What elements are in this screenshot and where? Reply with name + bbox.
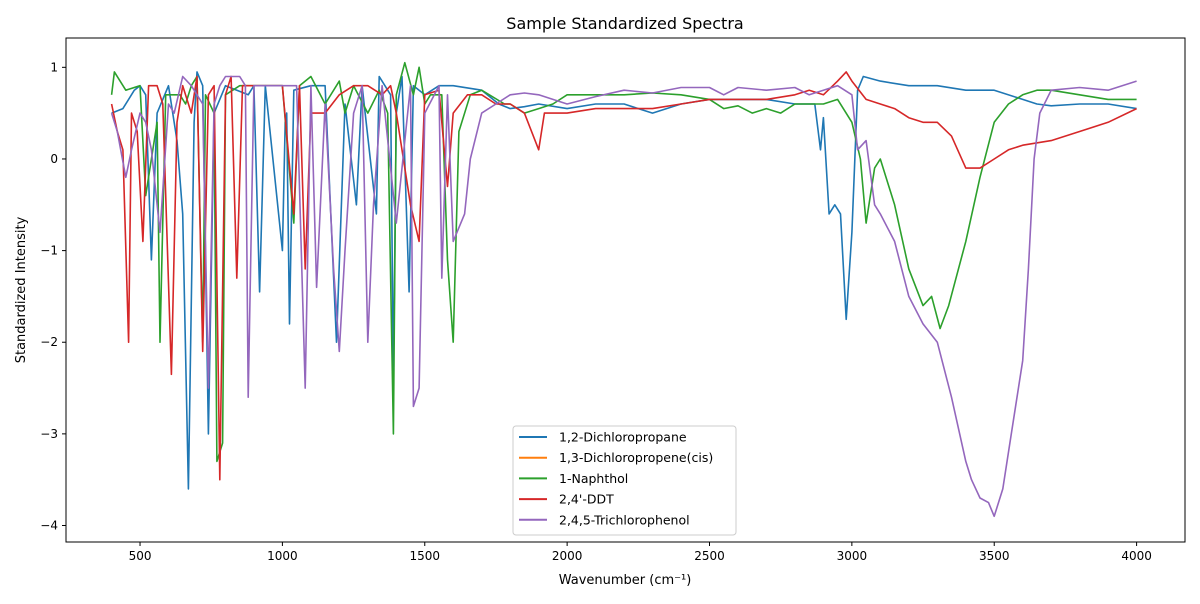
series-line-2 [110, 61, 1137, 463]
series-line-3 [110, 71, 1137, 481]
y-axis-label: Standardized Intensity [14, 216, 29, 363]
x-axis: 500 1000 1500 2000 2500 3000 3500 4000 [129, 542, 1152, 563]
x-axis-label: Wavenumber (cm⁻¹) [559, 573, 692, 588]
y-tick-label: −1 [40, 244, 58, 258]
legend-label: 1,3-Dichloropropene(cis) [559, 450, 713, 465]
plot-frame [65, 37, 1186, 543]
legend: 1,2-Dichloropropane 1,3-Dichloropropene(c… [512, 425, 737, 536]
y-tick-label: −2 [40, 335, 58, 349]
legend-label: 1,2-Dichloropropane [559, 430, 687, 445]
legend-box [512, 425, 737, 536]
y-tick-label: 1 [50, 60, 58, 74]
series-line-4 [110, 75, 1137, 518]
x-tick-label: 2500 [694, 549, 725, 563]
legend-label: 2,4'-DDT [559, 492, 614, 507]
x-tick-label: 3000 [837, 549, 868, 563]
y-tick-label: −4 [40, 519, 58, 533]
x-tick-label: 500 [129, 549, 152, 563]
x-tick-label: 1500 [409, 549, 440, 563]
chart-title: Sample Standardized Spectra [506, 14, 743, 33]
x-tick-label: 4000 [1121, 549, 1152, 563]
y-tick-label: −3 [40, 427, 58, 441]
legend-label: 2,4,5-Trichlorophenol [559, 512, 690, 527]
y-tick-label: 0 [50, 152, 58, 166]
x-tick-label: 3500 [979, 549, 1010, 563]
plot-area [110, 61, 1137, 518]
y-axis: 1 0 −1 −2 −3 −4 [40, 60, 66, 533]
legend-label: 1-Naphthol [559, 471, 628, 486]
x-tick-label: 1000 [267, 549, 298, 563]
series-line-0 [111, 71, 1137, 490]
x-tick-label: 2000 [552, 549, 583, 563]
